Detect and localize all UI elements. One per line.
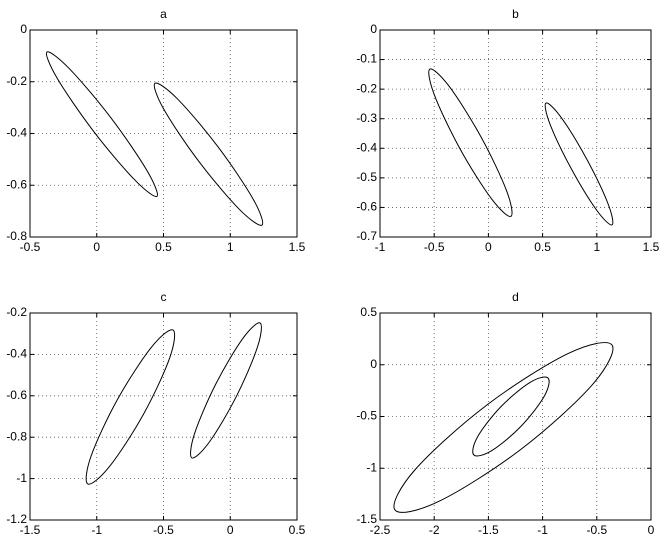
chart-title: b [512,7,519,21]
ellipse-curve [45,51,158,198]
plot-area [30,313,297,520]
y-tick-label: -0.1 [356,52,377,66]
y-tick-label: -0.6 [6,177,27,191]
x-tick-label: -1 [375,240,386,254]
y-tick-label: -0.5 [356,409,377,423]
y-tick-label: -0.8 [6,429,27,443]
x-tick-label: -1.5 [20,523,41,537]
chart-title: c [161,290,167,304]
chart-title: d [512,290,519,304]
ellipse-curve [393,342,614,513]
axes-frame [29,312,298,521]
plot-area [380,313,651,520]
y-tick-label: -1 [16,471,27,485]
y-tick-label: -0.4 [6,126,27,140]
plot-area [380,30,651,237]
x-tick-label: -1.5 [478,523,499,537]
x-tick-label: 0.5 [534,240,551,254]
x-tick-label: 1.5 [643,240,660,254]
y-tick-label: -0.4 [6,347,27,361]
x-tick-label: 1 [593,240,600,254]
x-tick-label: 0 [648,523,655,537]
ellipse-curve [85,329,176,485]
y-tick-label: -1 [366,460,377,474]
y-tick-label: -1.5 [356,512,377,526]
y-tick-label: -0.6 [356,200,377,214]
x-tick-label: -2.5 [370,523,391,537]
x-tick-label: -0.5 [153,523,174,537]
y-tick-label: -0.5 [356,170,377,184]
y-tick-label: -1.2 [6,512,27,526]
axes-frame [29,29,298,238]
y-tick-label: -0.2 [6,74,27,88]
x-tick-label: 0.5 [155,240,172,254]
x-tick-label: 0 [485,240,492,254]
y-tick-label: 0 [20,22,27,36]
x-tick-label: 0 [93,240,100,254]
x-tick-label: -2 [429,523,440,537]
y-tick-label: -0.2 [356,81,377,95]
x-tick-label: -0.5 [424,240,445,254]
y-tick-label: -0.8 [6,229,27,243]
x-tick-label: -0.5 [586,523,607,537]
axes-frame [379,29,652,238]
ellipse-curve [544,102,614,226]
y-tick-label: -0.6 [6,388,27,402]
ellipse-curve [153,82,264,226]
y-tick-label: -0.3 [356,111,377,125]
y-tick-label: -0.4 [356,140,377,154]
y-tick-label: 0 [370,22,377,36]
ellipse-curve [190,322,262,459]
y-tick-label: -0.2 [6,305,27,319]
axes-frame [379,312,652,521]
ellipse-curve [428,68,513,217]
x-tick-label: 1.5 [289,240,306,254]
x-tick-label: -1 [537,523,548,537]
x-tick-label: -0.5 [20,240,41,254]
chart-title: a [160,7,167,21]
x-tick-label: 0 [227,523,234,537]
y-tick-label: 0.5 [360,305,377,319]
ellipse-curve [472,376,550,457]
x-tick-label: 0.5 [289,523,306,537]
x-tick-label: 1 [227,240,234,254]
x-tick-label: -1 [91,523,102,537]
y-tick-label: 0 [370,357,377,371]
y-tick-label: -0.7 [356,229,377,243]
